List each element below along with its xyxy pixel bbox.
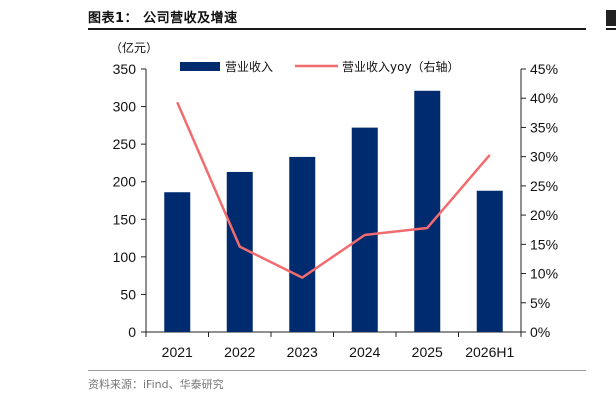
x-tick-label: 2026H1: [465, 344, 514, 360]
left-axis-unit: （亿元）: [110, 40, 158, 55]
revenue-bar: [164, 192, 191, 332]
x-tick-label: 2022: [224, 344, 255, 360]
x-tick-label: 2025: [412, 344, 443, 360]
x-tick-label: 2021: [162, 344, 193, 360]
adjacent-figure-rule: [606, 28, 616, 30]
right-tick-label: 20%: [530, 207, 558, 223]
right-tick-label: 45%: [530, 61, 558, 77]
right-tick-label: 5%: [530, 295, 550, 311]
x-tick-label: 2023: [287, 344, 318, 360]
left-tick-label: 150: [113, 211, 137, 227]
x-tick-label: 2024: [349, 344, 380, 360]
right-tick-label: 40%: [530, 90, 558, 106]
revenue-bar: [289, 156, 316, 332]
revenue-bar: [414, 90, 441, 332]
left-tick-label: 300: [113, 99, 137, 115]
source-note: 资料来源：iFind、华泰研究: [88, 378, 224, 391]
left-tick-label: 200: [113, 174, 137, 190]
title-rule: [88, 28, 586, 30]
left-tick-label: 100: [113, 249, 137, 265]
right-tick-label: 30%: [530, 149, 558, 165]
left-tick-label: 350: [113, 61, 137, 77]
right-tick-label: 0%: [530, 324, 550, 340]
revenue-bar: [476, 190, 503, 332]
figure-title: 图表1： 公司营收及增速: [88, 11, 238, 26]
adjacent-figure-fragment: [606, 10, 616, 26]
right-tick-label: 25%: [530, 178, 558, 194]
left-tick-label: 0: [128, 324, 136, 340]
tick-labels: 0 50 100 150 200 250 300 350 0% 5% 10% 15% 20% 25% 30%…: [110, 40, 558, 360]
revenue-bar: [351, 127, 378, 333]
right-tick-label: 15%: [530, 236, 558, 252]
right-tick-label: 10%: [530, 266, 558, 282]
source-rule: [88, 370, 586, 371]
revenue-bars: [164, 90, 503, 333]
chart-axes: [141, 68, 526, 337]
left-tick-label: 250: [113, 136, 137, 152]
legend-bar-swatch: [180, 62, 220, 71]
yoy-line: [176, 101, 491, 279]
left-tick-label: 50: [120, 286, 136, 302]
right-tick-label: 35%: [530, 119, 558, 135]
yoy-line-path: [176, 101, 491, 279]
legend-bar-label: 营业收入: [225, 60, 273, 74]
chart-legend: 营业收入 营业收入yoy（右轴）: [180, 59, 460, 74]
legend-line-label: 营业收入yoy（右轴）: [342, 59, 460, 74]
